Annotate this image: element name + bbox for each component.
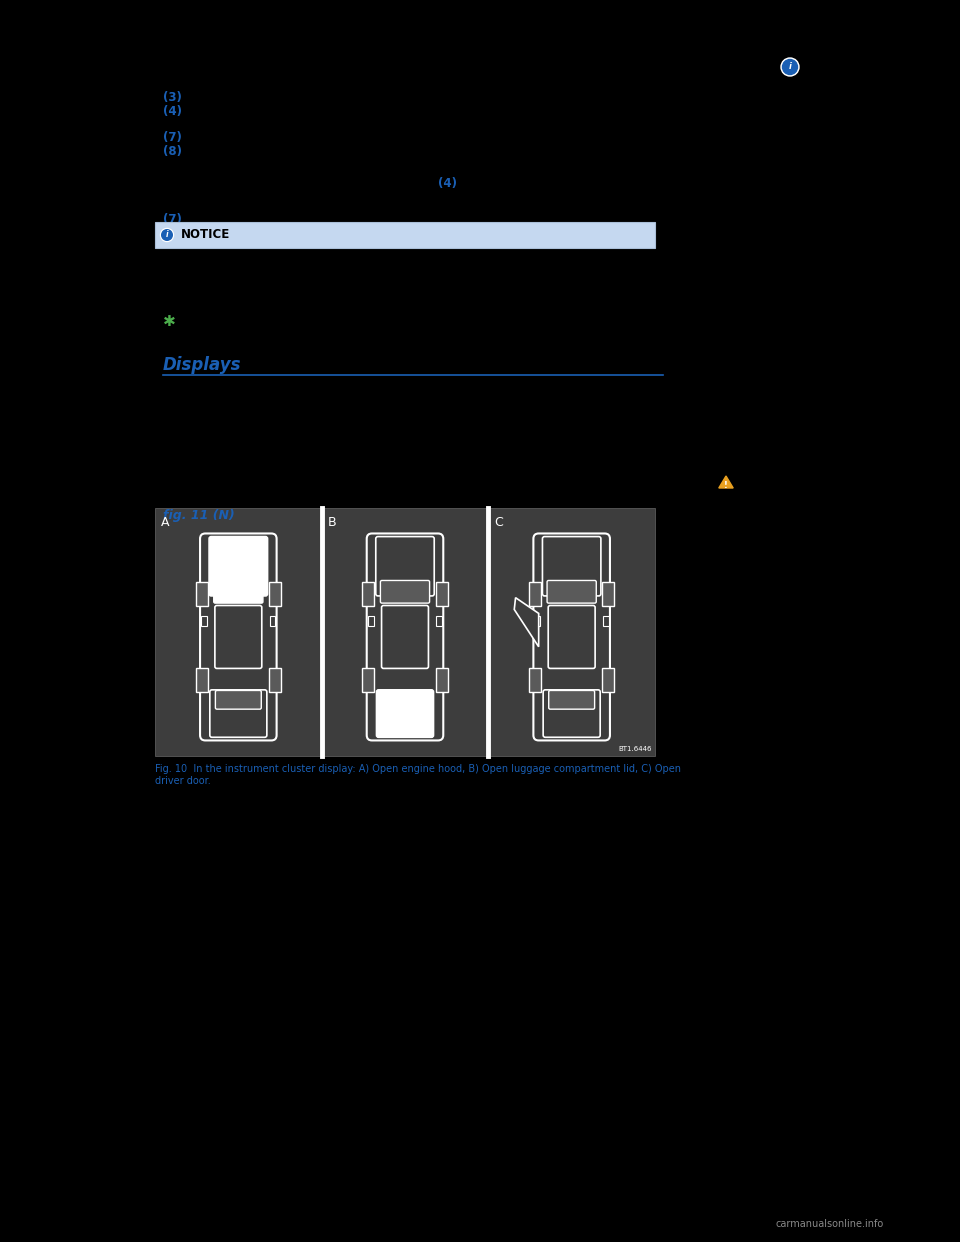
Text: !: ! xyxy=(724,481,728,489)
FancyBboxPatch shape xyxy=(367,534,444,740)
FancyBboxPatch shape xyxy=(215,691,261,709)
Bar xyxy=(602,582,614,606)
Text: (8): (8) xyxy=(163,145,182,159)
Bar xyxy=(196,668,207,692)
Text: i: i xyxy=(788,62,791,71)
Text: Displays: Displays xyxy=(163,356,242,374)
Text: (7): (7) xyxy=(163,130,181,144)
Text: Fig. 10  In the instrument cluster display: A) Open engine hood, B) Open luggage: Fig. 10 In the instrument cluster displa… xyxy=(155,764,681,774)
Text: (3): (3) xyxy=(163,91,181,103)
Bar xyxy=(436,668,447,692)
Text: B: B xyxy=(327,515,336,529)
FancyBboxPatch shape xyxy=(382,691,428,709)
FancyBboxPatch shape xyxy=(209,537,268,596)
Text: BT1.6446: BT1.6446 xyxy=(618,746,652,751)
Bar xyxy=(436,616,443,626)
Bar xyxy=(202,616,207,626)
Bar xyxy=(196,582,207,606)
Text: fig. 11 (N): fig. 11 (N) xyxy=(163,509,235,523)
Bar xyxy=(535,616,540,626)
FancyBboxPatch shape xyxy=(547,580,596,604)
Bar xyxy=(363,668,374,692)
Text: A: A xyxy=(161,515,170,529)
Bar xyxy=(269,582,281,606)
Text: (4): (4) xyxy=(438,178,457,190)
Text: (4): (4) xyxy=(163,106,182,118)
Bar xyxy=(529,582,541,606)
FancyBboxPatch shape xyxy=(215,606,262,668)
Text: NOTICE: NOTICE xyxy=(181,229,230,241)
FancyBboxPatch shape xyxy=(210,689,267,738)
Bar xyxy=(602,668,614,692)
Circle shape xyxy=(161,230,172,240)
FancyBboxPatch shape xyxy=(200,534,276,740)
Bar xyxy=(269,668,281,692)
FancyBboxPatch shape xyxy=(542,537,601,596)
Bar xyxy=(368,616,373,626)
Text: carmanualsonline.info: carmanualsonline.info xyxy=(776,1218,884,1230)
Text: driver door.: driver door. xyxy=(155,776,211,786)
Bar xyxy=(436,582,447,606)
Bar xyxy=(155,222,655,248)
Bar xyxy=(363,582,374,606)
Text: C: C xyxy=(494,515,503,529)
FancyBboxPatch shape xyxy=(376,689,434,738)
Polygon shape xyxy=(719,476,733,488)
Bar xyxy=(155,508,655,756)
FancyBboxPatch shape xyxy=(543,689,600,738)
FancyBboxPatch shape xyxy=(380,580,429,604)
Text: ✱: ✱ xyxy=(163,314,176,329)
FancyBboxPatch shape xyxy=(214,580,263,604)
Text: i: i xyxy=(166,230,168,240)
Text: (7): (7) xyxy=(163,214,181,226)
FancyBboxPatch shape xyxy=(534,534,610,740)
FancyBboxPatch shape xyxy=(375,537,434,596)
FancyBboxPatch shape xyxy=(548,606,595,668)
Bar xyxy=(529,668,541,692)
FancyBboxPatch shape xyxy=(549,691,594,709)
FancyBboxPatch shape xyxy=(381,606,428,668)
Polygon shape xyxy=(515,597,539,647)
Circle shape xyxy=(782,60,798,75)
Bar xyxy=(603,616,609,626)
Circle shape xyxy=(781,58,799,76)
Circle shape xyxy=(160,229,174,241)
Bar xyxy=(270,616,276,626)
